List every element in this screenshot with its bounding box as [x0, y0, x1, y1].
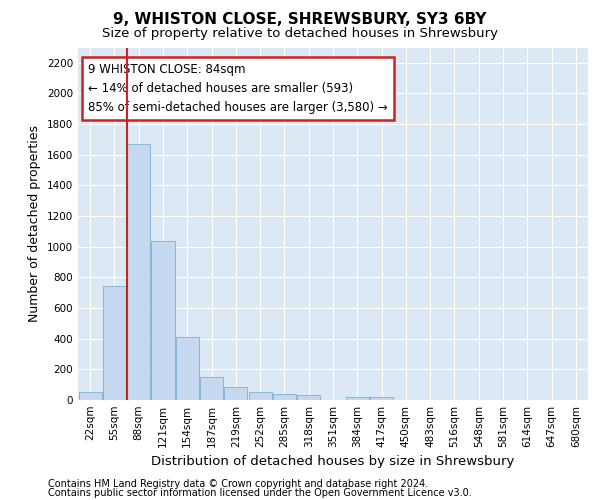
X-axis label: Distribution of detached houses by size in Shrewsbury: Distribution of detached houses by size …: [151, 456, 515, 468]
Bar: [151, 242, 175, 400]
Bar: [200, 377, 223, 400]
Bar: [103, 286, 126, 400]
Bar: [248, 392, 272, 400]
Y-axis label: Number of detached properties: Number of detached properties: [28, 125, 41, 322]
Bar: [79, 392, 101, 400]
Bar: [127, 144, 150, 400]
Bar: [176, 337, 199, 400]
Bar: [346, 397, 369, 400]
Bar: [273, 394, 296, 400]
Bar: [370, 397, 393, 400]
Text: Contains HM Land Registry data © Crown copyright and database right 2024.: Contains HM Land Registry data © Crown c…: [48, 479, 428, 489]
Text: 9 WHISTON CLOSE: 84sqm
← 14% of detached houses are smaller (593)
85% of semi-de: 9 WHISTON CLOSE: 84sqm ← 14% of detached…: [88, 64, 388, 114]
Bar: [297, 396, 320, 400]
Bar: [224, 387, 247, 400]
Text: 9, WHISTON CLOSE, SHREWSBURY, SY3 6BY: 9, WHISTON CLOSE, SHREWSBURY, SY3 6BY: [113, 12, 487, 28]
Text: Contains public sector information licensed under the Open Government Licence v3: Contains public sector information licen…: [48, 488, 472, 498]
Text: Size of property relative to detached houses in Shrewsbury: Size of property relative to detached ho…: [102, 28, 498, 40]
